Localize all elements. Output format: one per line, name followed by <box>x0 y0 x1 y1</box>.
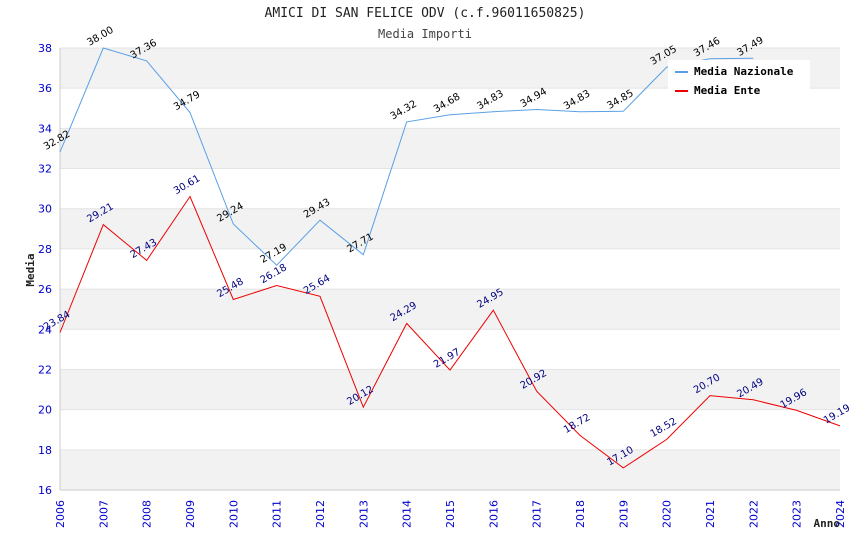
x-tick-label: 2016 <box>487 500 500 528</box>
x-tick-label: 2010 <box>227 500 240 528</box>
series-lines <box>59 47 841 469</box>
x-tick-label: 2012 <box>314 500 327 528</box>
x-tick-label: 2018 <box>574 500 587 528</box>
legend: Media Nazionale Media Ente <box>668 60 810 100</box>
data-label: 18.52 <box>649 416 679 440</box>
data-label: 34.83 <box>475 88 505 112</box>
legend-box <box>668 60 810 100</box>
x-tick-label: 2017 <box>531 500 544 528</box>
x-tick-label: 2022 <box>747 500 760 528</box>
x-axis-label: Anno <box>814 517 841 530</box>
y-tick-label: 16 <box>38 484 52 497</box>
x-tick-label: 2013 <box>357 500 370 528</box>
x-tick-label: 2020 <box>661 500 674 528</box>
y-tick-labels: 16 18 20 22 24 26 28 30 32 34 36 38 <box>38 42 52 497</box>
y-tick-label: 18 <box>38 444 52 457</box>
series-line-nazionale <box>59 47 754 266</box>
y-tick-label: 28 <box>38 243 52 256</box>
grid-band <box>60 449 840 490</box>
data-label: 34.94 <box>519 86 549 110</box>
series-line-ente <box>59 195 841 469</box>
x-tick-label: 2009 <box>184 500 197 528</box>
x-tick-label: 2007 <box>97 500 110 528</box>
x-tick-label: 2015 <box>444 500 457 528</box>
chart-title: AMICI DI SAN FELICE ODV (c.f.96011650825… <box>264 6 586 21</box>
y-tick-label: 36 <box>38 82 52 95</box>
y-tick-label: 30 <box>38 203 52 216</box>
y-tick-label: 38 <box>38 42 52 55</box>
x-tick-label: 2021 <box>704 500 717 528</box>
data-label: 38.00 <box>85 25 115 49</box>
y-tick-label: 34 <box>38 122 52 135</box>
y-tick-label: 24 <box>38 323 52 336</box>
grid-band <box>60 208 840 249</box>
grid-band <box>60 128 840 169</box>
x-tick-label: 2023 <box>791 500 804 528</box>
y-axis-label: Media <box>24 253 37 286</box>
legend-label: Media Nazionale <box>694 65 794 78</box>
x-tick-label: 2011 <box>271 500 284 528</box>
axes <box>59 48 840 491</box>
data-label: 34.32 <box>389 99 419 123</box>
y-tick-label: 32 <box>38 163 52 176</box>
x-tick-label: 2024 <box>834 500 847 528</box>
x-tick-label: 2008 <box>141 500 154 528</box>
x-tick-label: 2014 <box>401 500 414 528</box>
x-tick-label: 2019 <box>617 500 630 528</box>
x-tick-label: 2006 <box>54 500 67 528</box>
data-label: 34.85 <box>605 88 635 112</box>
grid-band <box>60 289 840 330</box>
chart-subtitle: Media Importi <box>378 27 472 41</box>
data-label: 30.61 <box>172 173 202 197</box>
y-tick-label: 26 <box>38 283 52 296</box>
grid-band <box>60 369 840 410</box>
y-tick-label: 20 <box>38 404 52 417</box>
x-tick-labels: 2006 2007 2008 2009 2010 2011 2012 2013 2014 2015… <box>54 500 847 528</box>
y-tick-label: 22 <box>38 363 52 376</box>
data-label: 34.68 <box>432 91 462 115</box>
legend-label: Media Ente <box>694 84 761 97</box>
data-label: 34.83 <box>562 88 592 112</box>
grid-bands <box>60 48 840 490</box>
